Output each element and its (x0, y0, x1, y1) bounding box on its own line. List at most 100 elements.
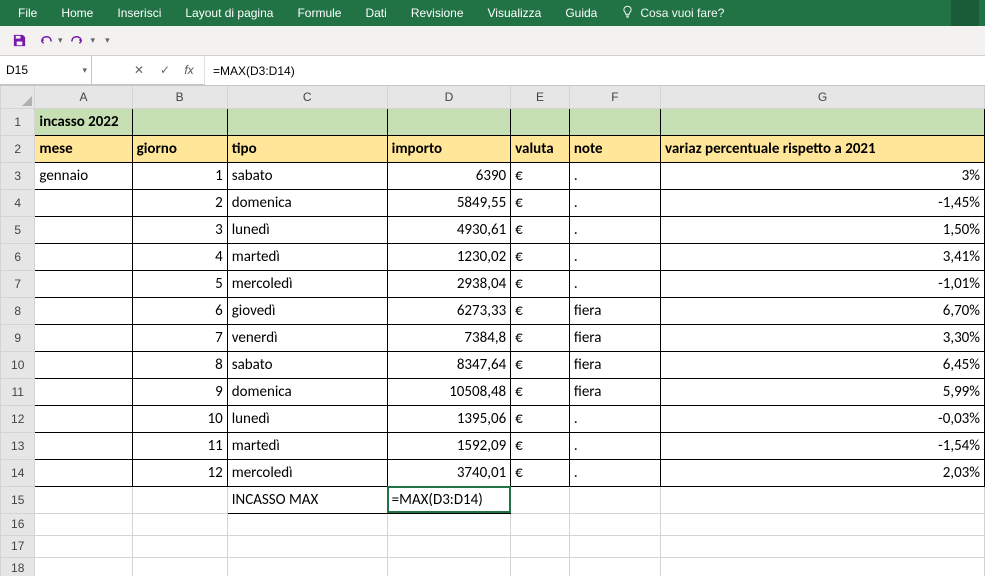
empty-cell[interactable] (660, 513, 984, 535)
col-header-B[interactable]: B (132, 86, 227, 108)
cell-E14[interactable]: € (511, 459, 570, 486)
empty-cell[interactable] (387, 535, 511, 557)
cell-C8[interactable]: giovedì (227, 297, 387, 324)
cell-E2[interactable]: valuta (511, 135, 570, 162)
row-header[interactable]: 17 (1, 535, 35, 557)
cell-C7[interactable]: mercoledì (227, 270, 387, 297)
cell-F8[interactable]: fiera (569, 297, 660, 324)
cell-D7[interactable]: 2938,04 (387, 270, 511, 297)
row-header[interactable]: 12 (1, 405, 35, 432)
cell-C13[interactable]: martedì (227, 432, 387, 459)
cell-E4[interactable]: € (511, 189, 570, 216)
row-header[interactable]: 2 (1, 135, 35, 162)
cell-F13[interactable]: . (569, 432, 660, 459)
empty-cell[interactable] (569, 535, 660, 557)
cell-A10[interactable] (35, 351, 132, 378)
cell-F10[interactable]: fiera (569, 351, 660, 378)
empty-cell[interactable] (132, 513, 227, 535)
cell-C1[interactable] (227, 108, 387, 135)
row-header[interactable]: 4 (1, 189, 35, 216)
cell-G14[interactable]: 2,03% (660, 459, 984, 486)
cell-B14[interactable]: 12 (132, 459, 227, 486)
empty-cell[interactable] (511, 557, 570, 576)
cell-G5[interactable]: 1,50% (660, 216, 984, 243)
cell-A7[interactable] (35, 270, 132, 297)
cell-F15[interactable] (569, 486, 660, 513)
cell-A4[interactable] (35, 189, 132, 216)
cell-D9[interactable]: 7384,8 (387, 324, 511, 351)
cell-G8[interactable]: 6,70% (660, 297, 984, 324)
name-box-dropdown-icon[interactable]: ▾ (82, 65, 87, 76)
cell-D4[interactable]: 5849,55 (387, 189, 511, 216)
insert-function-button[interactable]: fx (178, 56, 204, 84)
cell-G12[interactable]: -0,03% (660, 405, 984, 432)
cell-D12[interactable]: 1395,06 (387, 405, 511, 432)
empty-cell[interactable] (387, 557, 511, 576)
cell-B6[interactable]: 4 (132, 243, 227, 270)
cell-A14[interactable] (35, 459, 132, 486)
col-header-D[interactable]: D (387, 86, 511, 108)
ribbon-tab-help[interactable]: Guida (553, 0, 609, 26)
cell-C9[interactable]: venerdì (227, 324, 387, 351)
cell-E7[interactable]: € (511, 270, 570, 297)
col-header-A[interactable]: A (35, 86, 132, 108)
ribbon-collapse[interactable] (951, 0, 979, 26)
ribbon-tab-file[interactable]: File (6, 0, 49, 26)
empty-cell[interactable] (35, 513, 132, 535)
cell-D13[interactable]: 1592,09 (387, 432, 511, 459)
cell-C11[interactable]: domenica (227, 378, 387, 405)
cell-E3[interactable]: € (511, 162, 570, 189)
cell-D5[interactable]: 4930,61 (387, 216, 511, 243)
row-header[interactable]: 7 (1, 270, 35, 297)
ribbon-tab-formulas[interactable]: Formule (285, 0, 353, 26)
cell-E10[interactable]: € (511, 351, 570, 378)
cell-C3[interactable]: sabato (227, 162, 387, 189)
row-header[interactable]: 14 (1, 459, 35, 486)
cell-F11[interactable]: fiera (569, 378, 660, 405)
cell-D6[interactable]: 1230,02 (387, 243, 511, 270)
col-header-C[interactable]: C (227, 86, 387, 108)
empty-cell[interactable] (35, 557, 132, 576)
cell-E11[interactable]: € (511, 378, 570, 405)
cell-B11[interactable]: 9 (132, 378, 227, 405)
cell-A12[interactable] (35, 405, 132, 432)
cell-G2[interactable]: variaz percentuale rispetto a 2021 (660, 135, 984, 162)
row-header[interactable]: 11 (1, 378, 35, 405)
undo-dropdown[interactable]: ▾ (58, 35, 63, 46)
cell-F1[interactable] (569, 108, 660, 135)
cell-F2[interactable]: note (569, 135, 660, 162)
row-header[interactable]: 15 (1, 486, 35, 513)
cell-A1[interactable]: incasso 2022 (35, 108, 132, 135)
ribbon-tab-data[interactable]: Dati (353, 0, 398, 26)
cell-F5[interactable]: . (569, 216, 660, 243)
row-header[interactable]: 16 (1, 513, 35, 535)
name-box[interactable]: D15 ▾ (0, 56, 92, 85)
cell-C6[interactable]: martedì (227, 243, 387, 270)
cell-E8[interactable]: € (511, 297, 570, 324)
cell-E5[interactable]: € (511, 216, 570, 243)
select-all-corner[interactable] (1, 86, 35, 108)
cell-A11[interactable] (35, 378, 132, 405)
cell-E13[interactable]: € (511, 432, 570, 459)
cell-E6[interactable]: € (511, 243, 570, 270)
cell-E12[interactable]: € (511, 405, 570, 432)
cell-E9[interactable]: € (511, 324, 570, 351)
row-header[interactable]: 6 (1, 243, 35, 270)
cell-B4[interactable]: 2 (132, 189, 227, 216)
cell-A3[interactable]: gennaio (35, 162, 132, 189)
empty-cell[interactable] (660, 557, 984, 576)
cell-G11[interactable]: 5,99% (660, 378, 984, 405)
ribbon-tab-view[interactable]: Visualizza (476, 0, 554, 26)
cell-B10[interactable]: 8 (132, 351, 227, 378)
qat-customize[interactable]: ▾ (105, 35, 110, 46)
cell-B15[interactable] (132, 486, 227, 513)
redo-button[interactable] (67, 30, 89, 52)
empty-cell[interactable] (569, 513, 660, 535)
cell-D2[interactable]: importo (387, 135, 511, 162)
row-header[interactable]: 3 (1, 162, 35, 189)
spreadsheet-grid[interactable]: A B C D E F G 1 incasso 2022 2 mese gior… (0, 86, 985, 576)
cell-F7[interactable]: . (569, 270, 660, 297)
cell-F12[interactable]: . (569, 405, 660, 432)
cell-C12[interactable]: lunedì (227, 405, 387, 432)
undo-button[interactable] (34, 30, 56, 52)
